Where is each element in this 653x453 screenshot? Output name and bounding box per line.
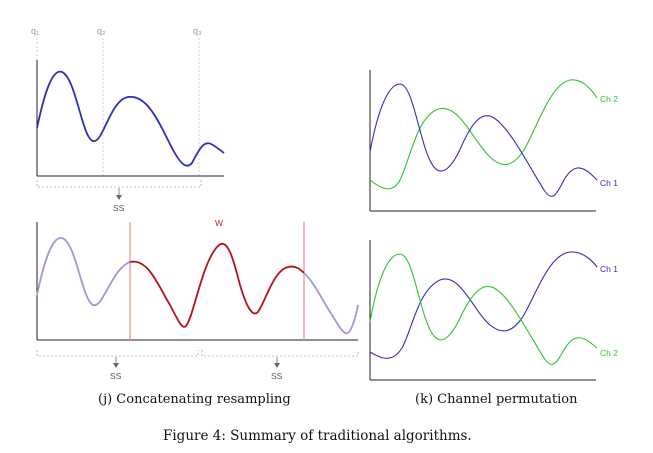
caption-k: (k) Channel permutation (415, 392, 578, 407)
ss-arrowhead-left (113, 363, 119, 368)
series-ch1-curve (369, 83, 598, 197)
caption-j: (j) Concatenating resampling (98, 392, 291, 407)
q2-label: q₂ (97, 26, 106, 36)
series-ch2-label: Ch 2 (600, 348, 618, 358)
series-ch2-curve (369, 253, 598, 365)
signal-right-faded (303, 272, 359, 335)
ss-arrowhead (116, 195, 122, 200)
ss-bracket (36, 180, 202, 188)
panel-k-top: Ch 2 Ch 1 (369, 70, 618, 212)
q1-label: q₁ (31, 26, 39, 36)
ss-label: SS (113, 203, 125, 213)
series-ch1-label: Ch 1 (600, 178, 618, 188)
series-ch1-label: Ch 1 (600, 264, 618, 274)
signal-left-faded (36, 237, 131, 306)
panel-j-bottom: W SS SS (36, 218, 359, 381)
signal-curve (36, 70, 225, 167)
series-ch2-curve (369, 79, 598, 190)
ss-label-left: SS (110, 371, 122, 381)
series-ch2-label: Ch 2 (600, 94, 618, 104)
panel-j-top: q₁ q₂ q₃ SS (31, 26, 225, 213)
panel-k-bottom: Ch 1 Ch 2 (369, 240, 618, 381)
ss-arrowhead-right (274, 363, 280, 368)
figure-caption: Figure 4: Summary of traditional algorit… (163, 428, 472, 444)
ss-bracket-left (36, 350, 199, 357)
window-label: W (215, 218, 223, 228)
window-curve (129, 243, 305, 328)
ss-bracket-right (201, 350, 359, 357)
series-ch1-curve (369, 251, 598, 359)
ss-label-right: SS (271, 371, 283, 381)
q3-label: q₃ (193, 26, 202, 36)
